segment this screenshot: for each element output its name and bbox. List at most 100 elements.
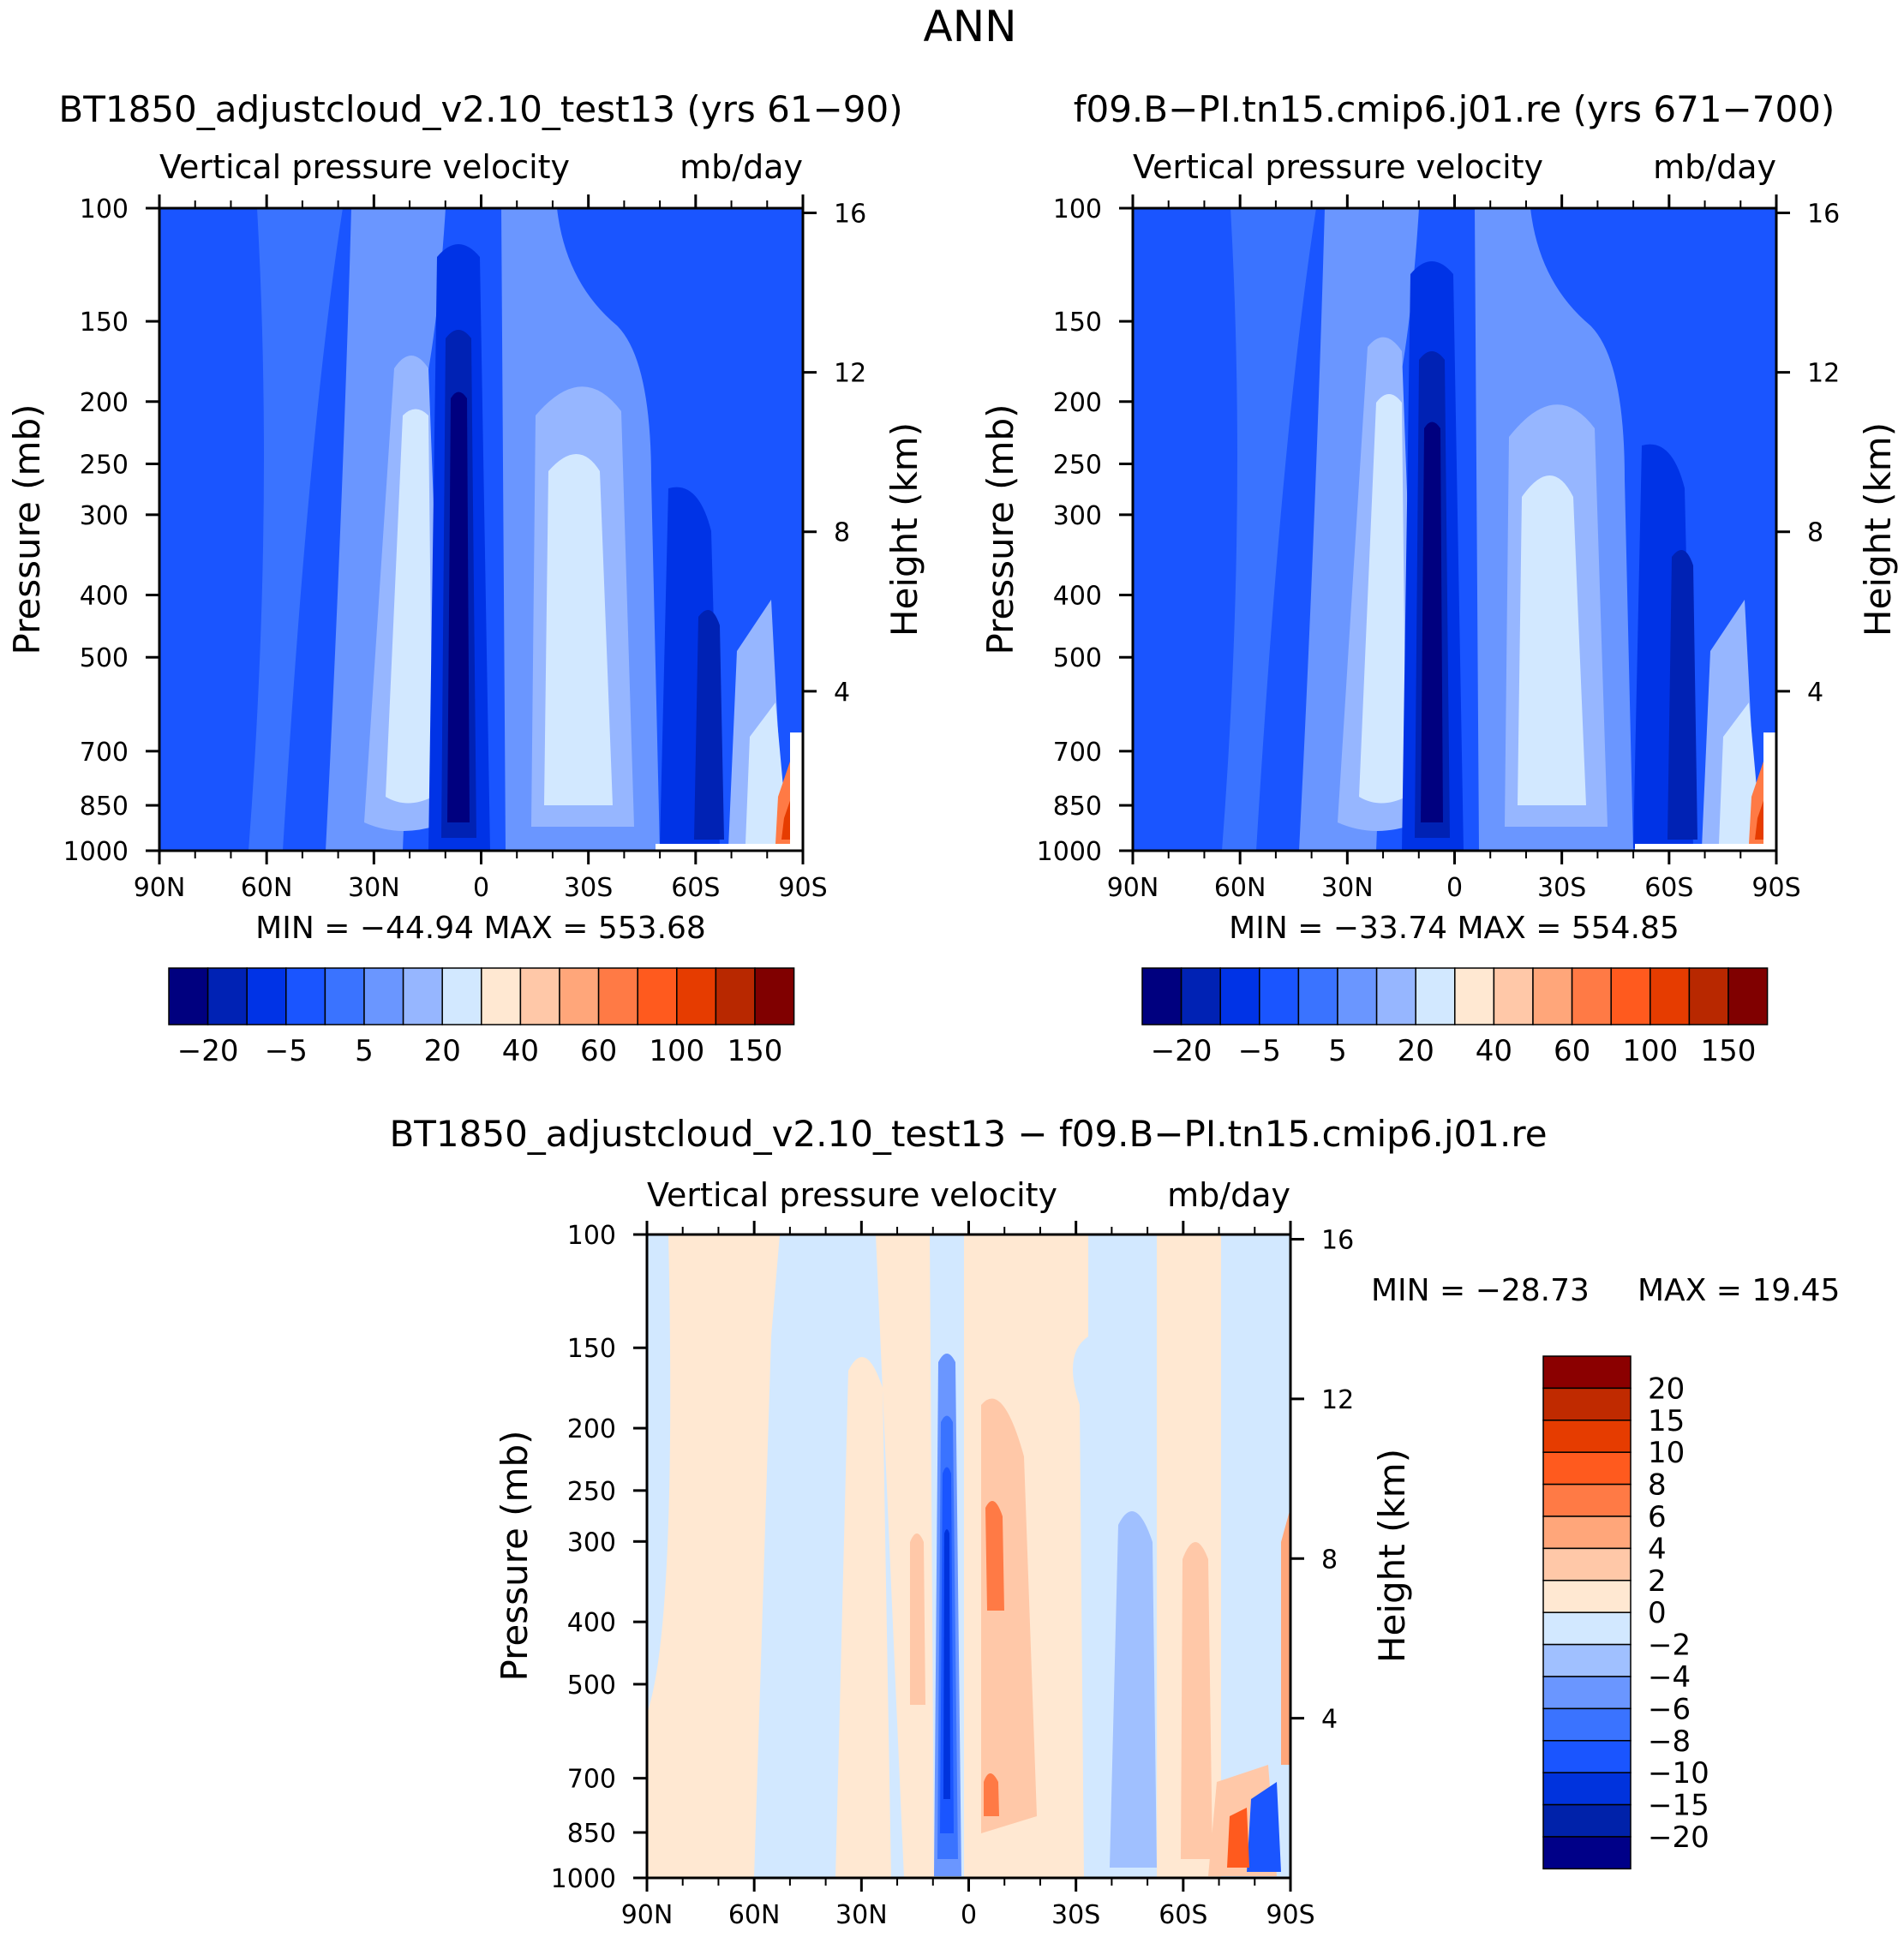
panel1-colorbar-label: −20: [177, 1034, 239, 1068]
panel3-colorbar-label: 2: [1648, 1564, 1667, 1599]
panel3-y2-tick-label: 4: [1321, 1705, 1338, 1735]
panel3-x-tick-label: 60S: [1159, 1900, 1207, 1930]
panel2-below-ground-strip: [1635, 844, 1776, 851]
panel1-colorbar-label: 40: [502, 1034, 539, 1068]
panel3-colorbar-box: [1542, 1611, 1632, 1646]
panel3-pos-core-low: [984, 1773, 999, 1816]
panel1-colorbar-box: [363, 967, 404, 1025]
panel1-x-tick-label: 30S: [564, 873, 613, 903]
panel1-x-ticks: 90N 60N 30N 0 30S 60S 90S: [134, 194, 828, 903]
panel3-y2-tick-label: 8: [1321, 1545, 1338, 1575]
panel3-pos-band-nh-polar: [647, 1235, 780, 1878]
panel3-colorbar-label: 4: [1648, 1532, 1667, 1566]
panel3-y2-ticks: 16 12 8 4: [1290, 1226, 1354, 1735]
panel3-colorbar-label: −15: [1648, 1789, 1709, 1823]
panel1-y-tick-label: 300: [80, 501, 129, 531]
panel3-colorbar-label: 8: [1648, 1468, 1667, 1503]
panel1-x-tick-label: 90S: [778, 873, 827, 903]
panel3-colorbar-box: [1542, 1420, 1632, 1453]
panel3-colorbar-box: [1542, 1643, 1632, 1677]
panel1-colorbar-box: [246, 967, 287, 1025]
panel1-colorbar-box: [441, 967, 482, 1025]
panel2-y-tick-label: 850: [1053, 792, 1102, 822]
panel3-y2label: Height (km): [1371, 1449, 1413, 1663]
panel2-sh-midlat-core: [1667, 550, 1697, 840]
panel1-colorbar-box: [597, 967, 638, 1025]
panel1-colorbar-box: [559, 967, 600, 1025]
panel3-neg-band-sh: [1110, 1511, 1157, 1868]
panel2-colorbar: −20 −5 5 20 40 60 100 150: [1141, 967, 1769, 1068]
panel3-colorbar-box: [1542, 1772, 1632, 1806]
panel2-y-tick-label: 700: [1053, 738, 1102, 768]
panel3-polar-noise-2: [1247, 1782, 1281, 1872]
panel3-x-tick-label: 30N: [835, 1900, 888, 1930]
panel3-y-tick-label: 300: [567, 1527, 616, 1557]
panel1-x-tick-label: 0: [473, 873, 489, 903]
panel2-nh-descent-band: [1222, 208, 1316, 851]
panel3-polar-noise-3: [1227, 1808, 1249, 1868]
panel2-colorbar-box: [1219, 967, 1260, 1025]
panel1-colorbar-box: [715, 967, 756, 1025]
panel3-stats-max: MAX = 19.45: [1638, 1273, 1840, 1308]
panel2-colorbar-box: [1180, 967, 1221, 1025]
panel3-x-tick-label: 90S: [1266, 1900, 1314, 1930]
panel3-pos-patch-sh-midlat: [1181, 1542, 1212, 1859]
panel1-contour-field: [159, 208, 803, 851]
panel3-pos-edge-sh-polar: [1281, 1508, 1290, 1765]
panel3-colorbar-box: [1542, 1483, 1632, 1517]
panel2-colorbar-box: [1454, 967, 1495, 1025]
panel2-x-tick-label: 90N: [1107, 873, 1159, 903]
panel1-case-title: BT1850_adjustcloud_v2.10_test13 (yrs 61−…: [58, 88, 902, 130]
panel2-colorbar-box: [1650, 967, 1691, 1025]
panel1-y2-ticks: 16 12 8 4: [803, 199, 866, 708]
panel1-x-tick-label: 60N: [241, 873, 293, 903]
panel2-y-tick-label: 200: [1053, 388, 1102, 418]
panel3-colorbar-label: −2: [1648, 1629, 1691, 1663]
panel1-y2-tick-label: 8: [834, 518, 850, 548]
panel3-colorbar-label: −4: [1648, 1660, 1691, 1695]
panel3-y2-tick-label: 16: [1321, 1226, 1354, 1256]
panel3-colorbar-label: −20: [1648, 1820, 1709, 1855]
panel3-colorbar-label: −6: [1648, 1692, 1691, 1726]
panel1-y2-tick-label: 12: [834, 359, 866, 389]
panel1-colorbar-box: [519, 967, 560, 1025]
panel1-x-tick-label: 60S: [671, 873, 720, 903]
panel1-y2-tick-label: 4: [834, 678, 850, 708]
panel1-colorbar-label: 150: [727, 1034, 783, 1068]
panel2-itcz-deep: [1421, 421, 1443, 822]
panel3-colorbar-box: [1542, 1547, 1632, 1581]
panel1-colorbar-box: [168, 967, 209, 1025]
panel3-y-tick-label: 150: [567, 1334, 616, 1364]
panel2-colorbar-label: 60: [1554, 1034, 1590, 1068]
panel2-colorbar-box: [1375, 967, 1416, 1025]
panel1-colorbar-label: 5: [355, 1034, 374, 1068]
panel2-subtropic-inner-n: [1359, 394, 1406, 804]
panel3-y-tick-label: 500: [567, 1671, 616, 1701]
panel3-colorbar-label: 0: [1648, 1596, 1667, 1630]
panel1-y-tick-label: 250: [80, 450, 129, 480]
panel3-x-tick-label: 60N: [728, 1900, 781, 1930]
panel1-y-tick-label: 1000: [63, 837, 129, 867]
panel2-colorbar-box: [1297, 967, 1338, 1025]
panel2-y2label: Height (km): [1857, 422, 1899, 637]
panel2-x-tick-label: 30S: [1537, 873, 1586, 903]
panel1-colorbar-box: [402, 967, 443, 1025]
panel3-contour-field: [647, 1235, 1290, 1878]
panel2-colorbar-box: [1610, 967, 1651, 1025]
panel3-pos-patch-nh: [910, 1533, 925, 1705]
panel-difference: BT1850_adjustcloud_v2.10_test13 − f09.B−…: [389, 1113, 1840, 1930]
panel1-x-tick-label: 30N: [348, 873, 400, 903]
panel2-y2-ticks: 16 12 8 4: [1776, 199, 1840, 708]
panel1-y2label: Height (km): [883, 422, 925, 637]
panel2-y-tick-label: 300: [1053, 501, 1102, 531]
panel3-colorbar-label: 15: [1648, 1404, 1685, 1438]
panel1-stats: MIN = −44.94 MAX = 553.68: [255, 911, 706, 946]
panel2-colorbar-label: 20: [1398, 1034, 1434, 1068]
panel3-y-tick-label: 850: [567, 1819, 616, 1849]
panel3-x-ticks: 90N 60N 30N 0 30S 60S 90S: [621, 1221, 1315, 1930]
panel3-case-title: BT1850_adjustcloud_v2.10_test13 − f09.B−…: [389, 1113, 1547, 1155]
figure-title: ANN: [923, 2, 1016, 51]
panel2-colorbar-box: [1727, 967, 1769, 1025]
panel2-x-tick-label: 30N: [1321, 873, 1374, 903]
panel3-y-tick-label: 1000: [551, 1864, 616, 1894]
